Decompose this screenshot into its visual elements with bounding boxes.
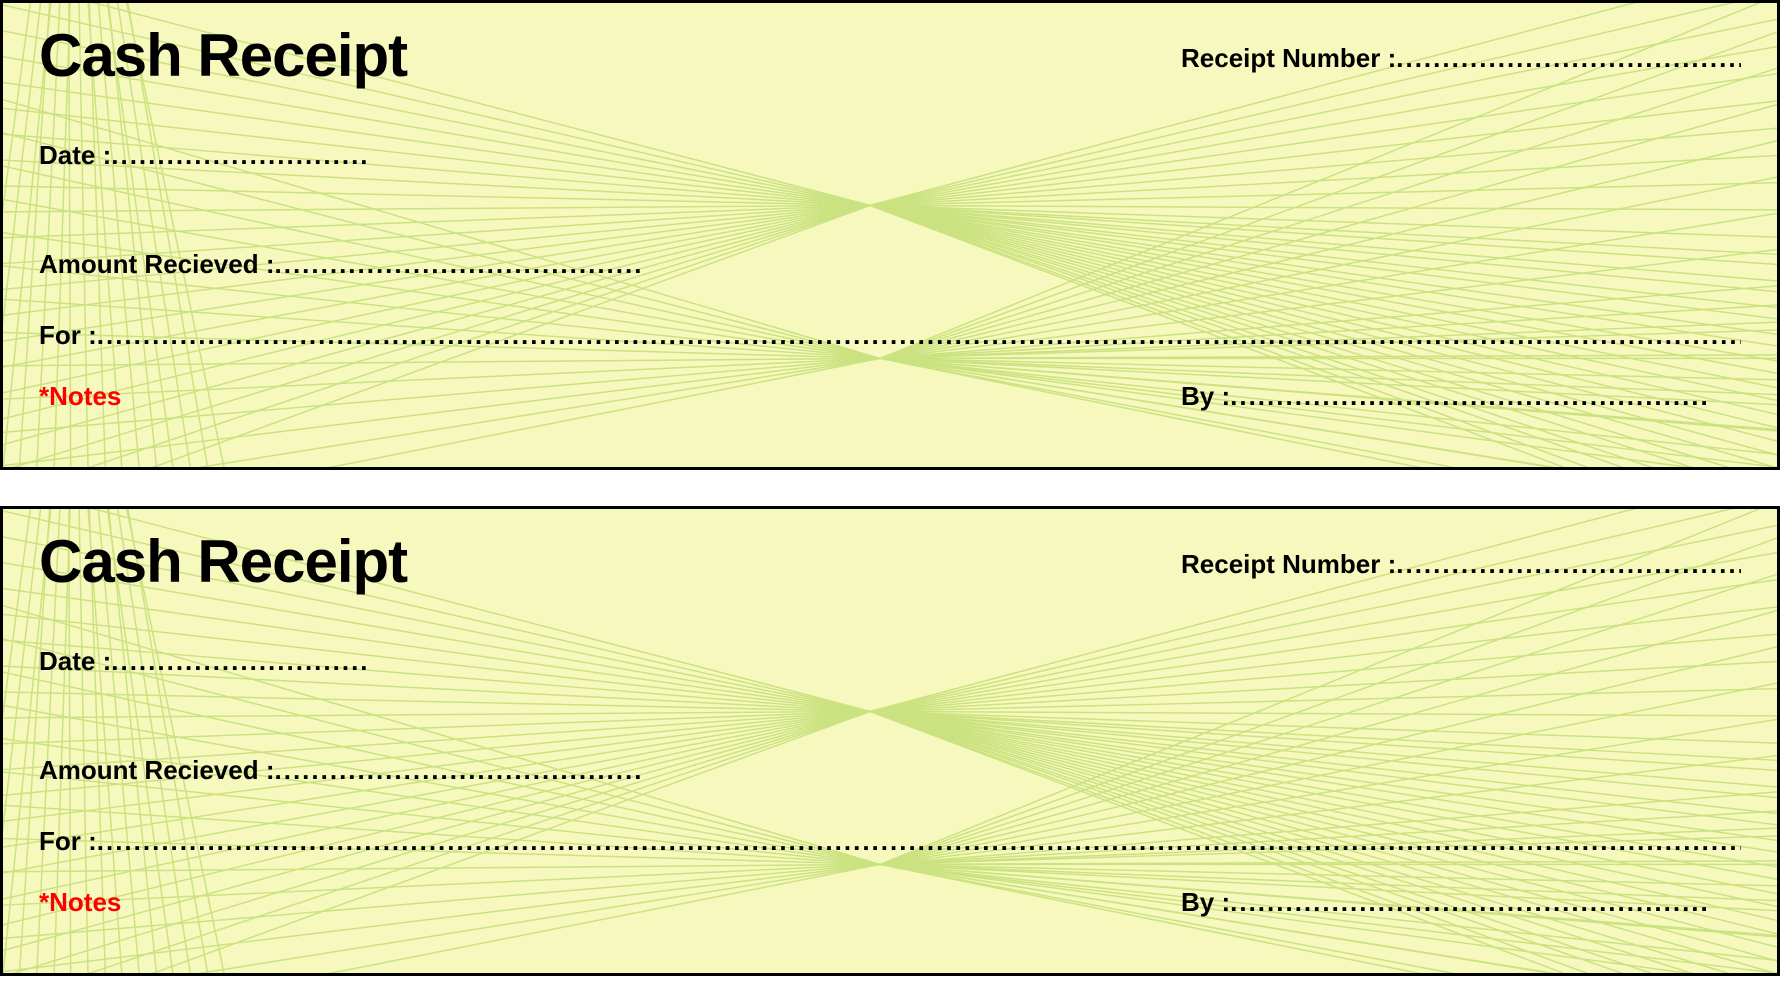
by-line[interactable]: ........................................…	[1230, 381, 1741, 412]
by-label: By :	[1181, 381, 1230, 412]
for-label: For :	[39, 826, 97, 857]
for-field: For : ..................................…	[39, 320, 1741, 351]
notes-label: *Notes	[39, 887, 121, 918]
receipt-number-line[interactable]: ........................................…	[1396, 549, 1741, 580]
receipt-number-label: Receipt Number :	[1181, 43, 1396, 74]
receipt-title: Cash Receipt	[39, 21, 407, 90]
asterisk-icon: *	[39, 887, 49, 917]
for-line[interactable]: ........................................…	[97, 826, 1741, 857]
cash-receipt: Cash Receipt Receipt Number : ..........…	[0, 0, 1780, 470]
notes-label: *Notes	[39, 381, 121, 412]
date-line[interactable]: ............................	[111, 140, 369, 171]
amount-line[interactable]: ........................................	[275, 755, 644, 786]
date-field: Date : ............................	[39, 646, 1741, 677]
by-line[interactable]: ........................................…	[1230, 887, 1741, 918]
for-line[interactable]: ........................................…	[97, 320, 1741, 351]
for-label: For :	[39, 320, 97, 351]
receipt-number-line[interactable]: ........................................…	[1396, 43, 1741, 74]
receipt-number-field: Receipt Number : .......................…	[1181, 549, 1741, 580]
amount-line[interactable]: ........................................	[275, 249, 644, 280]
by-label: By :	[1181, 887, 1230, 918]
amount-label: Amount Recieved :	[39, 249, 275, 280]
date-field: Date : ............................	[39, 140, 1741, 171]
receipt-number-label: Receipt Number :	[1181, 549, 1396, 580]
by-field: By : ...................................…	[1181, 887, 1741, 918]
receipt-title: Cash Receipt	[39, 527, 407, 596]
date-label: Date :	[39, 140, 111, 171]
date-label: Date :	[39, 646, 111, 677]
asterisk-icon: *	[39, 381, 49, 411]
amount-field: Amount Recieved : ......................…	[39, 755, 1741, 786]
by-field: By : ...................................…	[1181, 381, 1741, 412]
amount-field: Amount Recieved : ......................…	[39, 249, 1741, 280]
cash-receipt: Cash Receipt Receipt Number : ..........…	[0, 506, 1780, 976]
date-line[interactable]: ............................	[111, 646, 369, 677]
for-field: For : ..................................…	[39, 826, 1741, 857]
amount-label: Amount Recieved :	[39, 755, 275, 786]
receipt-number-field: Receipt Number : .......................…	[1181, 43, 1741, 74]
